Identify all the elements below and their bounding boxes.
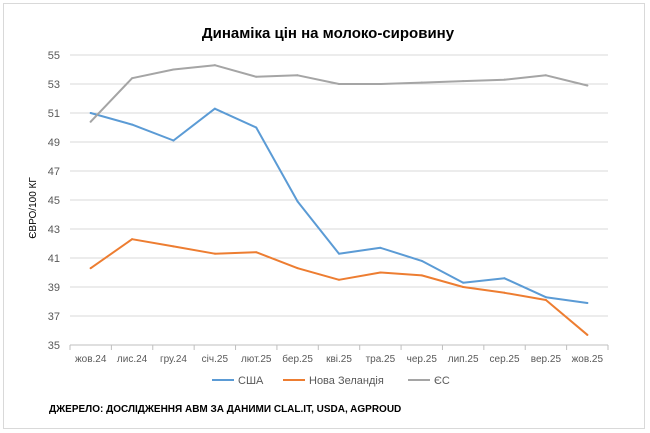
data-point [503, 78, 506, 81]
y-tick-label: 47 [48, 166, 60, 178]
data-point [544, 299, 547, 302]
legend-label: США [238, 375, 264, 387]
y-tick-label: 41 [48, 253, 60, 265]
x-tick-label: лип.25 [448, 354, 479, 365]
x-tick-label: січ.25 [202, 354, 229, 365]
data-point [89, 120, 92, 123]
data-point [338, 83, 340, 85]
x-tick-label: тра.25 [366, 354, 396, 365]
data-point [131, 123, 134, 126]
data-point [296, 200, 299, 203]
y-tick-label: 51 [48, 108, 60, 120]
y-tick-label: 55 [48, 50, 60, 62]
data-point [338, 278, 340, 281]
data-point [338, 252, 340, 255]
data-point [379, 271, 382, 274]
data-point [420, 274, 423, 277]
y-tick-label: 37 [48, 311, 60, 323]
data-point [544, 296, 547, 299]
data-point [462, 80, 465, 83]
data-point [172, 245, 175, 248]
x-tick-label: вер.25 [531, 354, 562, 365]
data-point [503, 291, 506, 294]
data-point [462, 286, 465, 288]
data-point [213, 252, 216, 255]
x-tick-label: лют.25 [241, 354, 272, 365]
data-point [213, 64, 216, 67]
y-tick-label: 35 [48, 340, 60, 352]
data-point [172, 68, 175, 71]
data-point [255, 251, 258, 254]
y-tick-label: 49 [48, 137, 60, 149]
x-tick-label: жов.24 [75, 354, 107, 365]
data-point [462, 281, 465, 284]
data-point [586, 84, 589, 87]
x-tick-label: жов.25 [572, 354, 604, 365]
chart-frame [3, 3, 645, 429]
data-point [255, 75, 258, 78]
x-tick-label: бер.25 [282, 353, 313, 365]
data-point [420, 259, 423, 262]
legend-label: Нова Зеландія [309, 375, 384, 387]
data-point [379, 246, 382, 249]
y-tick-labels: 35 37 39 41 43 45 47 49 51 53 55 [48, 50, 60, 352]
y-axis-label: ЄВРО/100 КГ [28, 177, 39, 239]
data-point [503, 277, 506, 280]
chart-title: Динаміка цін на молоко-сировину [202, 25, 455, 42]
data-point [586, 333, 589, 336]
gridlines [70, 54, 608, 317]
data-point [213, 107, 216, 110]
legend-label: ЄС [434, 375, 450, 387]
data-point [89, 112, 92, 114]
data-point [89, 267, 92, 270]
x-tick-label: сер.25 [490, 354, 520, 365]
data-point [420, 81, 423, 84]
y-tick-label: 45 [48, 195, 60, 207]
data-point [296, 267, 299, 270]
x-tick-label: кві.25 [326, 354, 352, 365]
data-point [131, 238, 134, 241]
data-point [255, 126, 258, 129]
data-point [586, 301, 589, 304]
y-tick-label: 43 [48, 224, 60, 236]
data-point [379, 83, 382, 85]
x-tick-label: чер.25 [407, 354, 438, 365]
series-line-0 [89, 107, 589, 304]
y-tick-label: 39 [48, 282, 60, 294]
x-tick-label: лис.24 [117, 354, 148, 365]
data-point [296, 74, 299, 77]
data-point [131, 77, 134, 80]
x-tick-label: гру.24 [160, 354, 187, 365]
data-point [544, 74, 547, 77]
series-lines [89, 64, 589, 336]
y-tick-label: 53 [48, 79, 60, 91]
data-point [172, 139, 175, 142]
x-axis: жов.24 лис.24 гру.24 січ.25 лют.25 бер.25 кві.… [69, 344, 609, 365]
legend: США Нова Зеландія ЄС [212, 375, 450, 387]
source-note: ДЖЕРЕЛО: ДОСЛІДЖЕННЯ АВМ ЗА ДАНИМИ CLAL.… [49, 404, 402, 415]
